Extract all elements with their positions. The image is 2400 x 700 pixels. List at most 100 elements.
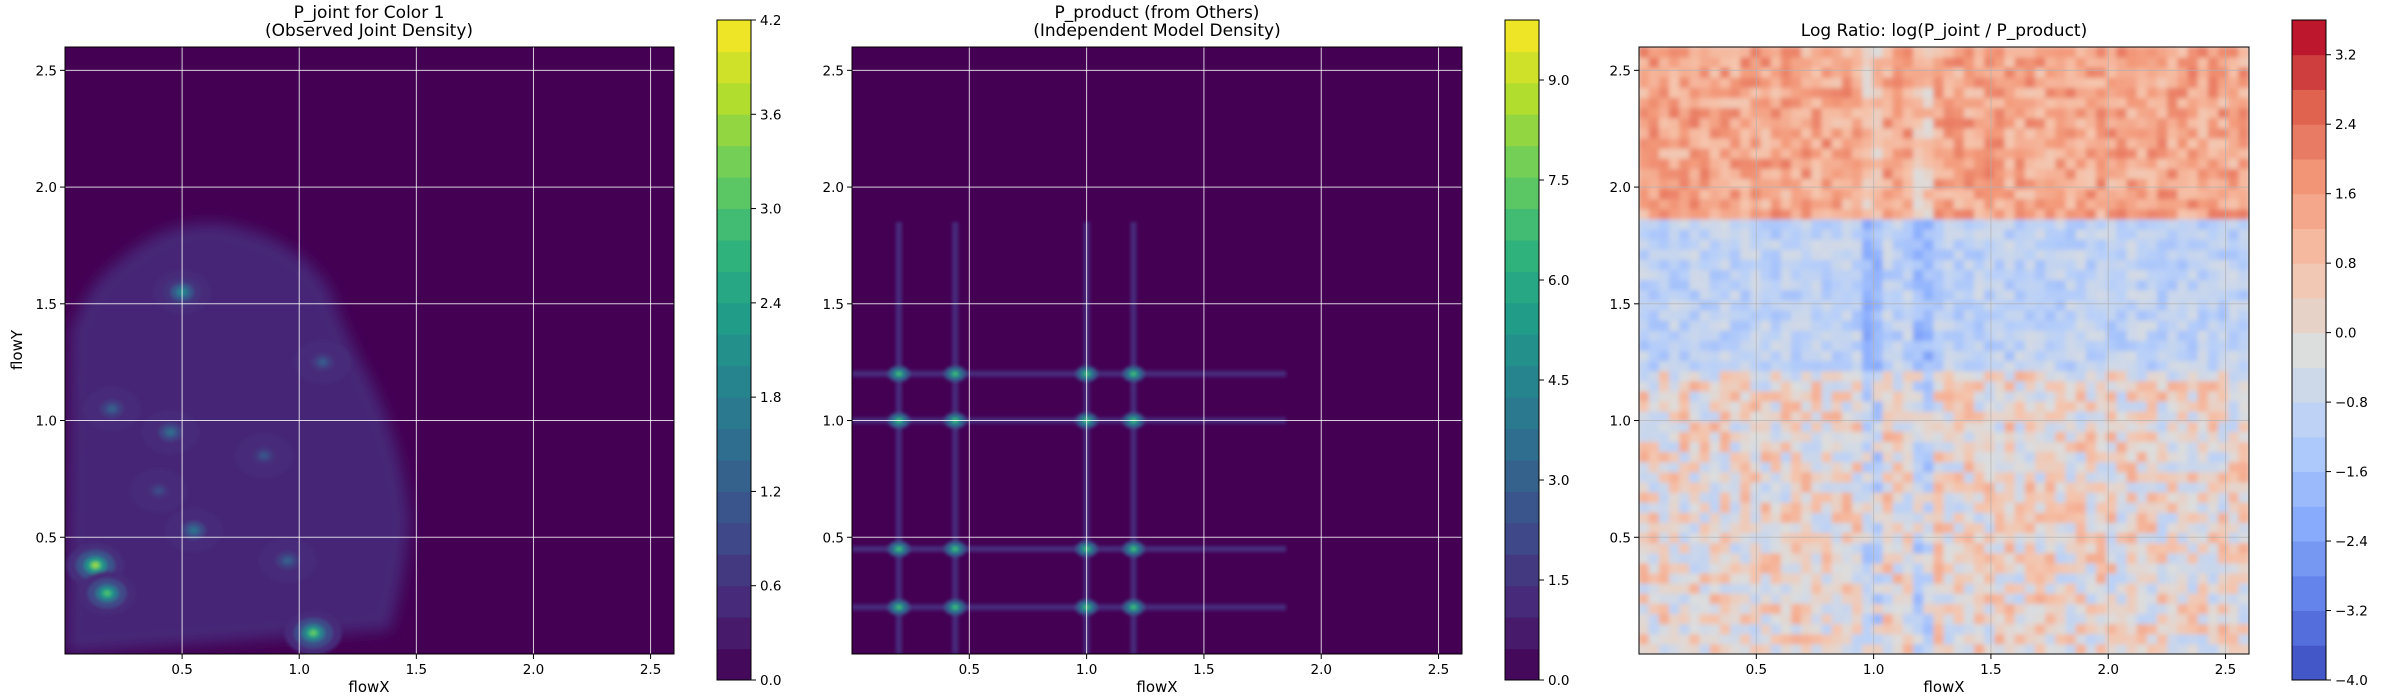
log-ratio-cell xyxy=(1923,86,1935,99)
log-ratio-cell xyxy=(2218,238,2230,250)
log-ratio-cell xyxy=(2197,218,2209,230)
log-ratio-cell xyxy=(2157,188,2169,200)
log-ratio-cell xyxy=(1872,441,1884,453)
log-ratio-cell xyxy=(2167,198,2179,210)
log-ratio-cell xyxy=(2218,491,2230,503)
log-ratio-cell xyxy=(1862,451,1874,463)
log-ratio-cell xyxy=(1699,582,1711,594)
y-tick-label: 1.5 xyxy=(36,297,57,313)
log-ratio-cell xyxy=(2136,633,2148,645)
log-ratio-cell xyxy=(2167,238,2179,250)
log-ratio-cell xyxy=(2065,430,2077,443)
log-ratio-cell xyxy=(2014,623,2026,635)
log-ratio-cell xyxy=(1852,420,1864,432)
log-ratio-cell xyxy=(1648,633,1660,645)
log-ratio-cell xyxy=(1933,481,1945,493)
log-ratio-cell xyxy=(1902,552,1914,564)
log-ratio-cell xyxy=(1984,76,1996,88)
log-ratio-cell xyxy=(2035,198,2047,210)
log-ratio-cell xyxy=(1770,117,1782,129)
log-ratio-cell xyxy=(2157,76,2169,88)
log-ratio-cell xyxy=(1740,299,1752,311)
log-ratio-cell xyxy=(2014,289,2026,301)
log-ratio-cell xyxy=(2106,269,2118,281)
log-ratio-cell xyxy=(2065,269,2077,281)
log-ratio-cell xyxy=(2126,218,2138,230)
log-ratio-cell xyxy=(2024,157,2036,169)
log-ratio-cell xyxy=(1902,86,1914,99)
log-ratio-cell xyxy=(2167,471,2179,483)
log-ratio-cell xyxy=(1862,137,1874,149)
log-ratio-cell xyxy=(1780,157,1792,169)
log-ratio-cell xyxy=(2187,289,2199,301)
log-ratio-cell xyxy=(1709,582,1721,594)
log-ratio-cell xyxy=(2004,97,2016,109)
log-ratio-cell xyxy=(1648,97,1660,109)
log-ratio-cell xyxy=(1658,218,1670,230)
log-ratio-cell xyxy=(1709,107,1721,119)
log-ratio-cell xyxy=(1791,602,1803,615)
log-ratio-cell xyxy=(1862,410,1874,422)
log-ratio-cell xyxy=(1801,339,1813,351)
density-hotspot xyxy=(319,359,326,365)
log-ratio-cell xyxy=(1821,461,1833,473)
log-ratio-cell xyxy=(2055,279,2067,291)
log-ratio-cell xyxy=(1872,430,1884,443)
log-ratio-cell xyxy=(1639,501,1650,513)
log-ratio-cell xyxy=(1689,248,1701,260)
x-tick-label: 1.5 xyxy=(1193,662,1214,678)
log-ratio-cell xyxy=(1974,511,1986,523)
log-ratio-cell xyxy=(2075,501,2087,513)
log-ratio-cell xyxy=(1933,198,1945,210)
log-ratio-cell xyxy=(1953,157,1965,169)
log-ratio-cell xyxy=(2228,167,2240,180)
log-ratio-cell xyxy=(1882,613,1894,625)
log-ratio-cell xyxy=(1953,380,1965,392)
log-ratio-cell xyxy=(2207,572,2219,584)
log-ratio-cell xyxy=(1679,188,1691,200)
log-ratio-cell xyxy=(2218,380,2230,392)
x-tick-label: 2.5 xyxy=(2215,662,2236,678)
log-ratio-cell xyxy=(1770,370,1782,382)
log-ratio-cell xyxy=(1872,76,1884,88)
log-ratio-cell xyxy=(2197,167,2209,180)
log-ratio-cell xyxy=(2035,167,2047,180)
log-ratio-cell xyxy=(1740,582,1752,594)
log-ratio-cell xyxy=(2218,542,2230,554)
log-ratio-cell xyxy=(2146,471,2158,483)
log-ratio-cell xyxy=(1943,147,1955,159)
log-ratio-cell xyxy=(2065,461,2077,473)
log-ratio-cell xyxy=(1963,107,1975,119)
log-ratio-cell xyxy=(2075,471,2087,483)
log-ratio-cell xyxy=(1974,471,1986,483)
log-ratio-cell xyxy=(1730,481,1742,493)
log-ratio-cell xyxy=(1760,279,1772,291)
log-ratio-cell xyxy=(1780,501,1792,513)
log-ratio-cell xyxy=(2197,157,2209,169)
log-ratio-cell xyxy=(2055,420,2067,432)
panel1-xlabel: flowX xyxy=(348,678,389,696)
log-ratio-cell xyxy=(1841,208,1853,220)
log-ratio-cell xyxy=(2014,491,2026,503)
log-ratio-cell xyxy=(1730,552,1742,564)
log-ratio-cell xyxy=(1872,339,1884,351)
log-ratio-cell xyxy=(1780,542,1792,554)
log-ratio-cell xyxy=(1658,552,1670,564)
log-ratio-cell xyxy=(1760,86,1772,99)
log-ratio-cell xyxy=(2116,390,2128,402)
log-ratio-cell xyxy=(2197,329,2209,341)
log-ratio-cell xyxy=(2207,360,2219,372)
log-ratio-cell xyxy=(2004,248,2016,260)
log-ratio-cell xyxy=(2157,461,2169,473)
log-ratio-cell xyxy=(1841,47,1853,58)
log-ratio-cell xyxy=(1953,188,1965,200)
log-ratio-cell xyxy=(1872,491,1884,503)
log-ratio-cell xyxy=(1913,501,1925,513)
log-ratio-cell xyxy=(2075,299,2087,311)
log-ratio-cell xyxy=(1780,188,1792,200)
log-ratio-cell xyxy=(1821,97,1833,109)
log-ratio-cell xyxy=(2085,613,2097,625)
log-ratio-cell xyxy=(2035,360,2047,372)
log-ratio-cell xyxy=(2106,97,2118,109)
log-ratio-cell xyxy=(2238,572,2249,584)
